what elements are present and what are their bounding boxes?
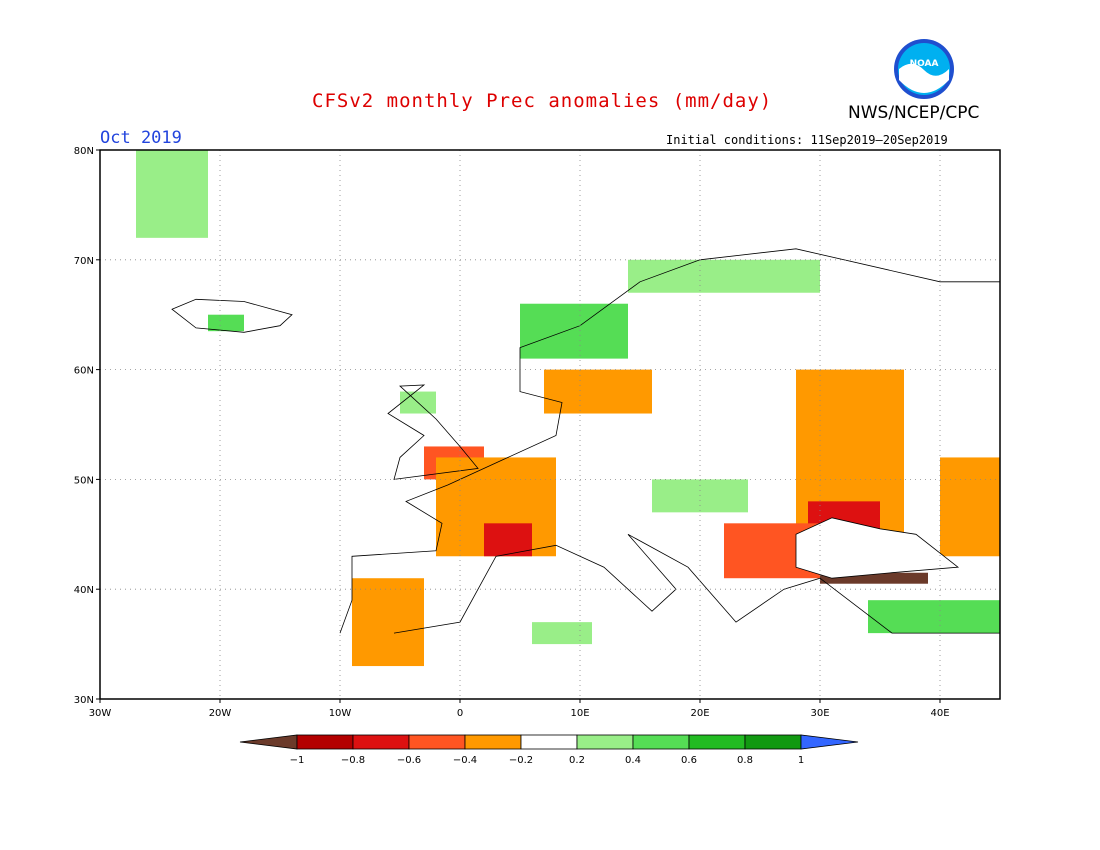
anomaly-turkey-very-dry — [820, 572, 928, 584]
latitude-labels: 30N 40N 50N 60N 70N 80N — [74, 146, 100, 706]
noaa-logo: NOAA — [894, 39, 954, 99]
latitude-label: 30N — [74, 695, 94, 706]
colorbar-segment — [408, 734, 466, 750]
colorbar-label: −0.4 — [453, 755, 477, 766]
anomaly-russia-east-dry — [940, 457, 1000, 557]
anomaly-iceland-wet — [208, 314, 244, 332]
longitude-label: 20E — [690, 708, 709, 719]
latitude-label: 60N — [74, 366, 94, 377]
longitude-label: 30E — [810, 708, 829, 719]
noaa-logo-bird — [899, 63, 949, 93]
colorbar-label: 0.4 — [625, 755, 641, 766]
anomaly-sweden-south-dry — [544, 369, 652, 414]
longitude-label: 10W — [329, 708, 352, 719]
black-sea — [795, 517, 960, 579]
colorbar-label: 0.8 — [737, 755, 753, 766]
colorbar-segment — [632, 734, 690, 750]
initial-conditions: Initial conditions: 11Sep2019–20Sep2019 — [666, 133, 948, 147]
colorbar-segment — [520, 734, 578, 750]
colorbar-label: 0.2 — [569, 755, 585, 766]
anomaly-greenland-wet — [136, 150, 208, 238]
anomaly-iberia-dry — [352, 578, 424, 667]
agency-label: NWS/NCEP/CPC — [848, 103, 980, 123]
anomaly-turkey-south-wet — [868, 600, 1000, 634]
longitude-label: 40E — [930, 708, 949, 719]
latitude-label: 40N — [74, 585, 94, 596]
colorbar-segment — [688, 734, 746, 750]
colorbar-segment — [576, 734, 634, 750]
longitude-labels: 30W 20W 10W 0 10E 20E 30E 40E — [89, 699, 950, 719]
coastline-mediterranean — [393, 533, 1000, 634]
colorbar-label: −0.2 — [509, 755, 533, 766]
longitude-label: 20W — [209, 708, 232, 719]
colorbar: −1 −0.8 −0.6 −0.4 −0.2 0.2 0.4 0.6 0.8 1 — [239, 734, 859, 766]
colorbar-label: −0.8 — [341, 755, 365, 766]
latitude-label: 70N — [74, 256, 94, 267]
latitude-label: 50N — [74, 475, 94, 486]
colorbar-segment — [352, 734, 410, 750]
colorbar-label: −0.6 — [397, 755, 421, 766]
iceland — [171, 298, 293, 333]
colorbar-segment — [464, 734, 522, 750]
anomaly-north-africa-wet — [532, 622, 592, 645]
colorbar-arrow-high — [800, 734, 859, 750]
anomaly-norway-wet — [520, 303, 628, 359]
colorbar-label: 0.6 — [681, 755, 697, 766]
great-britain — [387, 384, 479, 480]
map-plot-area — [100, 150, 1000, 699]
map-title: CFSv2 monthly Prec anomalies (mm/day) — [312, 90, 773, 112]
noaa-logo-text: NOAA — [910, 59, 939, 69]
colorbar-arrow-low — [239, 734, 298, 750]
longitude-label: 10E — [570, 708, 589, 719]
map-frame — [99, 149, 1001, 700]
forecast-month: Oct 2019 — [100, 128, 182, 148]
latitude-label: 80N — [74, 146, 94, 157]
anomaly-scandinavia-north-wet — [628, 259, 820, 293]
longitude-label: 30W — [89, 708, 112, 719]
colorbar-label: −1 — [290, 755, 305, 766]
longitude-label: 0 — [457, 708, 463, 719]
colorbar-segment — [296, 734, 354, 750]
colorbar-segment — [744, 734, 802, 750]
colorbar-label: 1 — [798, 755, 804, 766]
